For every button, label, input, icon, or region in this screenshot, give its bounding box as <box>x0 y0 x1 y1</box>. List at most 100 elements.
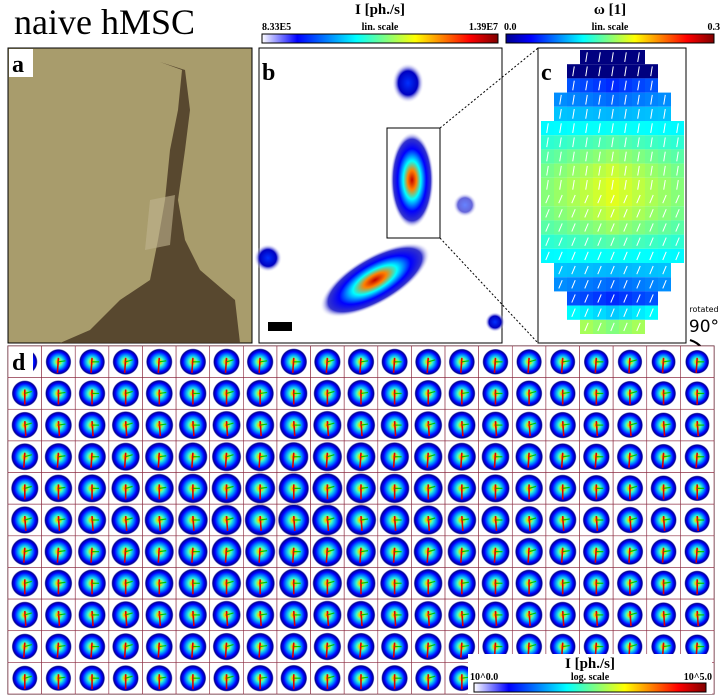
orientation-tick <box>662 280 667 289</box>
orientation-green <box>461 360 469 363</box>
colorbar-scale: lin. scale <box>362 22 399 33</box>
orientation-red <box>291 547 295 563</box>
orientation-tick <box>610 209 615 218</box>
orientation-tick <box>571 265 576 275</box>
orientation-red <box>360 421 363 437</box>
orientation-tick <box>597 223 602 232</box>
orientation-green <box>125 422 133 426</box>
orientation-tick <box>610 237 615 246</box>
orientation-tick <box>650 151 653 162</box>
orientation-green <box>125 580 133 584</box>
orientation-green <box>663 423 671 426</box>
orientation-tick <box>545 194 550 204</box>
orientation-tick <box>650 165 653 176</box>
orientation-tick <box>624 123 627 134</box>
orientation-red <box>91 515 94 532</box>
orientation-tick <box>636 280 641 289</box>
orientation-red <box>359 642 362 658</box>
orientation-tick <box>611 137 614 148</box>
colorbar-inset: I [ph./s] 10^0.0 log. scale 10^5.0 <box>468 654 712 694</box>
orientation-red <box>528 421 531 437</box>
orientation-tick <box>597 280 602 289</box>
rotation-angle: 90° <box>689 317 719 337</box>
orientation-tick <box>663 179 666 190</box>
orientation-tick <box>558 223 563 232</box>
orientation-red <box>191 547 194 563</box>
orientation-green <box>125 549 133 553</box>
orientation-red <box>259 515 262 532</box>
orientation-red <box>157 547 161 563</box>
orientation-green <box>428 454 436 458</box>
orientation-tick <box>611 108 614 119</box>
orientation-green <box>260 613 268 616</box>
orientation-red <box>695 357 698 373</box>
orientation-red <box>23 642 26 658</box>
orientation-red <box>123 452 127 468</box>
orientation-green <box>24 390 32 395</box>
orientation-green <box>260 391 268 395</box>
orientation-tick <box>662 223 667 232</box>
orientation-tick <box>663 108 666 119</box>
orientation-red <box>157 452 161 468</box>
orientation-green <box>629 454 638 458</box>
orientation-red <box>224 547 228 563</box>
orientation-green <box>125 612 133 616</box>
colorbar-label: ω [1] <box>594 2 626 18</box>
orientation-green <box>159 423 167 426</box>
orientation-tick <box>611 179 614 190</box>
orientation-green <box>125 485 133 489</box>
orientation-tick <box>558 194 563 204</box>
panel-label: d <box>12 350 26 376</box>
orientation-tick <box>676 151 679 162</box>
orientation-tick <box>650 179 653 190</box>
orientation-red <box>695 547 698 563</box>
orientation-tick <box>675 237 680 246</box>
orientation-tick <box>649 308 654 317</box>
orientation-red <box>360 515 363 532</box>
orientation-tick <box>584 223 589 232</box>
orientation-tick <box>572 165 575 176</box>
orientation-tick <box>545 223 550 232</box>
orientation-tick <box>650 66 653 77</box>
orientation-red <box>291 357 295 373</box>
orientation-tick <box>637 179 640 190</box>
orientation-red <box>157 642 161 658</box>
orientation-green <box>360 518 369 521</box>
orientation-tick <box>611 165 614 176</box>
orientation-red <box>158 610 162 626</box>
orientation-tick <box>637 123 640 134</box>
orientation-green <box>562 455 570 458</box>
orientation-tick <box>559 137 562 148</box>
rotation-note: rotated <box>689 305 718 314</box>
panel-d <box>7 345 715 695</box>
orientation-green <box>226 422 234 426</box>
orientation-green <box>260 518 268 521</box>
orientation-green <box>562 423 570 426</box>
orientation-green <box>663 550 671 553</box>
orientation-tick <box>623 265 628 275</box>
orientation-tick <box>558 237 563 246</box>
colorbar-min: 10^0.0 <box>470 672 498 683</box>
orientation-tick <box>584 308 589 317</box>
colorbar <box>473 682 707 693</box>
orientation-red <box>326 421 330 437</box>
orientation-tick <box>637 151 640 162</box>
orientation-red <box>192 421 195 437</box>
orientation-red <box>595 515 599 532</box>
orientation-tick <box>571 223 576 232</box>
orientation-red <box>90 452 93 468</box>
orientation-tick <box>676 165 679 176</box>
orientation-red <box>192 610 195 626</box>
orientation-green <box>663 644 671 648</box>
orientation-green <box>24 549 32 553</box>
orientation-red <box>594 357 598 373</box>
orientation-tick <box>559 123 562 134</box>
orientation-green <box>663 581 671 584</box>
orientation-tick <box>663 94 666 105</box>
orientation-red <box>527 547 530 563</box>
panel-b: b <box>254 47 505 344</box>
orientation-tick <box>585 179 588 190</box>
orientation-tick <box>649 280 654 289</box>
orientation-green <box>528 454 537 458</box>
orientation-tick <box>597 294 602 303</box>
